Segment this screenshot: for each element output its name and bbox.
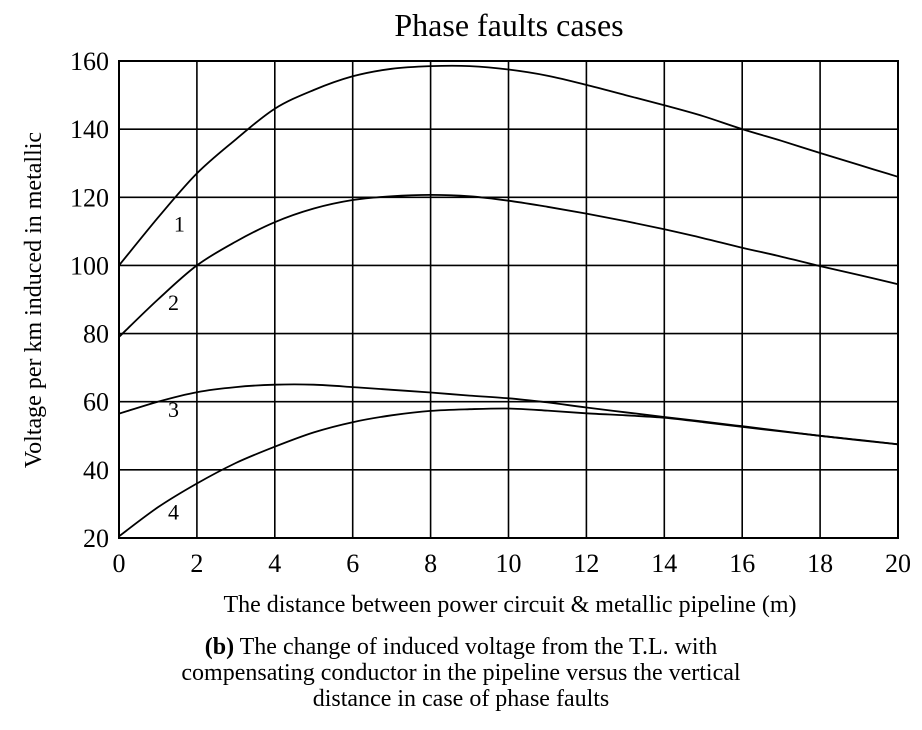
- curve-label-3: 3: [168, 397, 179, 422]
- y-tick-label: 120: [70, 183, 109, 212]
- y-tick-label: 140: [70, 115, 109, 144]
- y-tick-label: 60: [83, 388, 109, 417]
- caption-line-3: distance in case of phase faults: [312, 686, 610, 712]
- x-tick-label: 20: [885, 549, 911, 578]
- x-tick-label: 16: [729, 549, 755, 578]
- x-tick-label: 4: [268, 549, 281, 578]
- grid-lines: [118, 60, 899, 539]
- x-tick-label: 8: [424, 549, 437, 578]
- series-layer: [118, 64, 899, 538]
- x-axis-label: The distance between power circuit & met…: [223, 592, 796, 618]
- x-tick-label: 0: [113, 549, 126, 578]
- chart-title: Phase faults cases: [394, 7, 623, 43]
- caption-panel-label: (b): [204, 634, 235, 660]
- x-tick-label: 6: [346, 549, 359, 578]
- y-tick-label: 80: [83, 320, 109, 349]
- y-tick-label: 100: [70, 251, 109, 280]
- curve-label-4: 4: [168, 499, 179, 524]
- x-tick-labels: 0 2 4 6 8 10 12 14 16 18 20: [113, 549, 912, 578]
- curve-labels: 1 2 3 4: [168, 212, 185, 525]
- series-line-4: [118, 407, 899, 538]
- caption-line-1: (b) The change of induced voltage from t…: [0, 634, 922, 660]
- series-line-1: [118, 64, 899, 266]
- y-tick-labels: 20 40 60 80 100 120 140 160: [70, 47, 109, 553]
- x-tick-label: 14: [651, 549, 677, 578]
- curve-label-2: 2: [168, 290, 179, 315]
- y-tick-label: 160: [70, 47, 109, 76]
- caption-text-1: The change of induced voltage from the T…: [234, 634, 718, 660]
- y-tick-label: 20: [83, 524, 109, 553]
- figure-caption: (b) The change of induced voltage from t…: [0, 634, 922, 712]
- curve-label-1: 1: [174, 212, 185, 237]
- y-tick-label: 40: [83, 456, 109, 485]
- x-tick-label: 2: [190, 549, 203, 578]
- x-tick-label: 10: [496, 549, 522, 578]
- plot-frame: [118, 60, 899, 539]
- caption-line-2: compensating conductor in the pipeline v…: [181, 660, 741, 686]
- series-line-2: [118, 193, 899, 338]
- x-tick-label: 12: [573, 549, 599, 578]
- x-tick-label: 18: [807, 549, 833, 578]
- y-axis-label: Voltage per km induced in metallic: [21, 132, 47, 468]
